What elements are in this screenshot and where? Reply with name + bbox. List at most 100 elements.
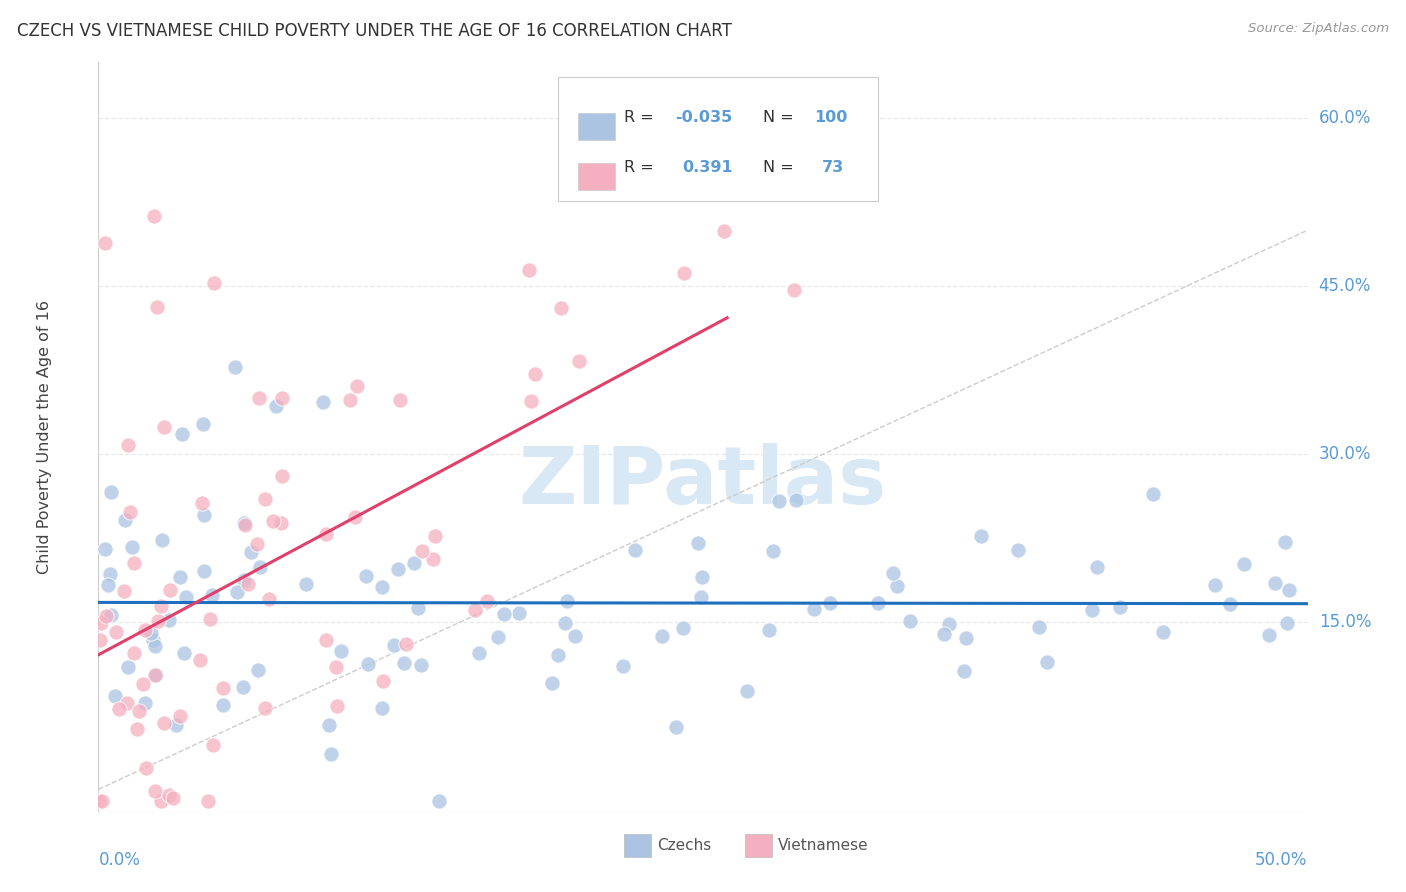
Point xyxy=(94,236,117,251)
Text: R =: R = xyxy=(624,110,659,125)
Point xyxy=(1264,575,1286,590)
Point xyxy=(232,574,254,588)
Point xyxy=(146,300,169,314)
Point xyxy=(246,663,269,677)
Point xyxy=(882,566,904,580)
Point xyxy=(143,784,166,798)
Point xyxy=(295,577,318,591)
Point xyxy=(190,496,212,510)
Point xyxy=(464,603,486,617)
Point xyxy=(768,493,790,508)
Point xyxy=(371,701,394,715)
Point xyxy=(343,509,366,524)
Point xyxy=(568,354,591,368)
Point xyxy=(783,283,806,297)
Point xyxy=(174,590,197,604)
Point xyxy=(264,399,287,413)
Text: -0.035: -0.035 xyxy=(675,110,733,125)
Point xyxy=(1152,624,1174,639)
Text: N =: N = xyxy=(763,160,804,175)
Text: Source: ZipAtlas.com: Source: ZipAtlas.com xyxy=(1249,22,1389,36)
Point xyxy=(193,565,215,579)
Point xyxy=(523,368,546,382)
Point xyxy=(689,591,711,605)
Point xyxy=(326,698,349,713)
Point xyxy=(134,696,156,710)
Text: 50.0%: 50.0% xyxy=(1256,851,1308,869)
Point xyxy=(564,629,586,643)
Text: Child Poverty Under the Age of 16: Child Poverty Under the Age of 16 xyxy=(37,300,52,574)
Text: 73: 73 xyxy=(821,160,844,175)
Text: Czechs: Czechs xyxy=(657,838,711,853)
Point xyxy=(159,582,181,597)
Text: Vietnamese: Vietnamese xyxy=(778,838,869,853)
Point xyxy=(91,793,114,807)
Point xyxy=(758,624,780,638)
Point xyxy=(357,657,380,671)
Point xyxy=(735,684,758,698)
Text: 0.391: 0.391 xyxy=(682,160,733,175)
Point xyxy=(202,276,225,290)
Point xyxy=(90,615,112,630)
Point xyxy=(94,541,117,556)
Point xyxy=(232,680,254,694)
Point xyxy=(117,659,139,673)
Point xyxy=(1278,582,1301,597)
Point xyxy=(898,614,921,628)
Point xyxy=(224,359,246,374)
Point xyxy=(520,394,543,409)
Point xyxy=(245,537,267,551)
Point xyxy=(132,677,155,691)
Text: 0.0%: 0.0% xyxy=(98,851,141,869)
Point xyxy=(198,612,221,626)
Point xyxy=(411,657,433,672)
Point xyxy=(247,392,270,406)
Point xyxy=(135,761,157,775)
Point xyxy=(517,262,540,277)
Point xyxy=(201,588,224,602)
Point xyxy=(249,560,271,574)
Point xyxy=(803,602,825,616)
FancyBboxPatch shape xyxy=(578,112,614,140)
Point xyxy=(886,579,908,593)
Point xyxy=(672,266,695,280)
Point xyxy=(686,536,709,550)
Text: 100: 100 xyxy=(814,110,848,125)
Point xyxy=(225,584,247,599)
Point xyxy=(191,417,214,431)
Point xyxy=(1233,557,1256,571)
Point xyxy=(150,793,173,807)
Point xyxy=(318,718,340,732)
Point xyxy=(271,468,294,483)
Point xyxy=(486,630,509,644)
Point xyxy=(235,518,257,533)
Point xyxy=(170,427,193,442)
Point xyxy=(122,556,145,570)
Point xyxy=(117,437,139,451)
Point xyxy=(124,646,146,660)
Point xyxy=(411,543,433,558)
Point xyxy=(145,668,167,682)
Text: ZIPatlas: ZIPatlas xyxy=(519,443,887,521)
Point xyxy=(373,674,395,689)
Point xyxy=(128,704,150,718)
Point xyxy=(98,567,121,582)
Point xyxy=(713,224,735,238)
Point xyxy=(100,485,122,500)
Point xyxy=(112,584,135,599)
Point xyxy=(121,541,143,555)
Point xyxy=(934,627,956,641)
Point xyxy=(169,570,191,584)
Point xyxy=(169,709,191,723)
Point xyxy=(1274,535,1296,549)
Point xyxy=(370,580,392,594)
Point xyxy=(762,543,785,558)
Point xyxy=(508,606,530,620)
Point xyxy=(477,594,499,608)
FancyBboxPatch shape xyxy=(578,163,614,190)
Point xyxy=(425,529,447,543)
Point xyxy=(271,391,294,405)
Point xyxy=(152,716,174,731)
Point xyxy=(108,702,131,716)
Point xyxy=(134,623,156,637)
